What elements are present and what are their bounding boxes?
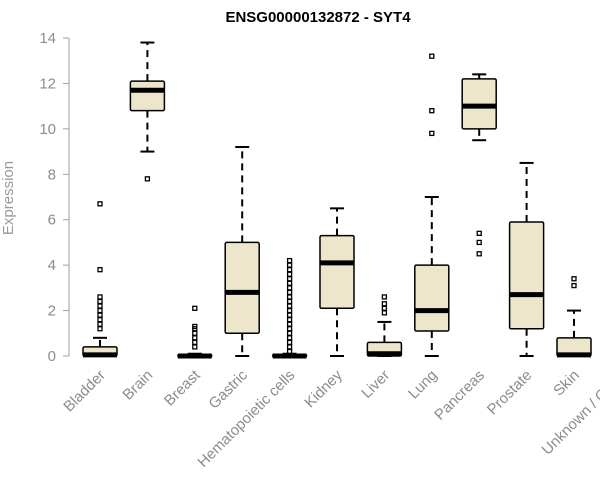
chart-title: ENSG00000132872 - SYT4 xyxy=(225,9,411,26)
x-tick-label: Skin xyxy=(550,367,583,400)
y-tick-label: 4 xyxy=(48,257,56,274)
y-tick-label: 14 xyxy=(39,30,56,47)
y-axis-label: Expression xyxy=(0,161,17,235)
outlier-point xyxy=(286,307,293,314)
outlier-point xyxy=(476,239,482,246)
outlier-point xyxy=(286,285,293,291)
outlier-point xyxy=(97,326,103,332)
x-tick-label: Lung xyxy=(405,367,441,403)
outlier-point xyxy=(286,257,293,264)
outlier-point xyxy=(571,282,577,289)
outlier-point xyxy=(286,294,293,300)
outlier-point xyxy=(97,307,103,314)
iqr-box xyxy=(224,241,260,335)
box-liver xyxy=(366,294,403,357)
outlier-point xyxy=(97,312,103,318)
x-tick-label: Brain xyxy=(119,367,156,404)
iqr-box xyxy=(508,221,545,330)
box-brain xyxy=(129,41,166,182)
box-prostate xyxy=(508,161,545,357)
outlier-point xyxy=(286,321,293,327)
outlier-point xyxy=(192,330,198,336)
x-tick-label: Liver xyxy=(358,367,393,402)
y-tick-label: 2 xyxy=(48,303,56,320)
x-tick-label: Pancreas xyxy=(431,367,488,424)
box-kidney xyxy=(319,207,355,357)
y-tick-label: 6 xyxy=(48,212,56,229)
y-tick-label: 0 xyxy=(48,348,56,365)
box-hematopoietic-cells xyxy=(271,257,308,359)
y-tick-label: 8 xyxy=(48,166,56,183)
outlier-point xyxy=(286,326,293,332)
outlier-point xyxy=(192,323,198,330)
iqr-box xyxy=(129,80,166,112)
y-tick-label: 12 xyxy=(39,75,56,92)
y-tick-label: 10 xyxy=(39,121,56,138)
box-breast xyxy=(177,305,213,359)
outlier-point xyxy=(286,289,293,296)
outlier-point xyxy=(97,303,103,309)
iqr-box xyxy=(414,264,450,332)
outlier-point xyxy=(97,298,103,305)
outlier-point xyxy=(97,267,103,273)
outlier-point xyxy=(286,348,293,355)
outlier-point xyxy=(476,251,482,257)
outlier-point xyxy=(286,344,293,350)
outlier-point xyxy=(286,335,293,341)
outlier-point xyxy=(192,305,198,311)
outlier-point xyxy=(144,176,151,182)
box-lung xyxy=(414,53,450,357)
x-tick-label: Gastric xyxy=(205,366,251,412)
outlier-point xyxy=(286,303,293,309)
outlier-point xyxy=(429,108,435,114)
outlier-point xyxy=(192,339,198,346)
outlier-point xyxy=(571,276,577,282)
outlier-point xyxy=(429,130,435,137)
outlier-point xyxy=(286,330,293,336)
box-bladder xyxy=(82,201,118,358)
x-tick-label: Kidney xyxy=(301,366,346,411)
outlier-point xyxy=(286,267,293,273)
x-tick-label: Breast xyxy=(161,366,204,409)
outlier-point xyxy=(192,335,198,341)
outlier-point xyxy=(97,317,103,323)
outlier-point xyxy=(381,305,388,311)
box-skin xyxy=(556,276,592,358)
outlier-point xyxy=(476,230,482,236)
box-gastric xyxy=(224,146,260,357)
box-pancreas xyxy=(461,73,497,257)
outlier-point xyxy=(381,310,388,316)
y-axis: 0 2 4 6 8 10 12 14 xyxy=(39,30,70,365)
outlier-point xyxy=(97,294,103,300)
outlier-point xyxy=(286,317,293,323)
outlier-point xyxy=(192,344,198,350)
outlier-point xyxy=(381,301,388,307)
outlier-point xyxy=(286,276,293,282)
outlier-point xyxy=(429,53,435,59)
x-tick-label: Bladder xyxy=(60,367,109,416)
outlier-point xyxy=(286,280,293,286)
outlier-point xyxy=(286,339,293,346)
outlier-point xyxy=(381,294,388,300)
outlier-point xyxy=(286,262,293,268)
iqr-box xyxy=(319,234,355,310)
outlier-point xyxy=(97,201,103,207)
outlier-point xyxy=(286,312,293,318)
outlier-point xyxy=(286,271,293,277)
box-series xyxy=(82,41,592,359)
outlier-point xyxy=(97,321,103,327)
outlier-point xyxy=(286,298,293,305)
x-tick-label: Prostate xyxy=(484,367,536,419)
